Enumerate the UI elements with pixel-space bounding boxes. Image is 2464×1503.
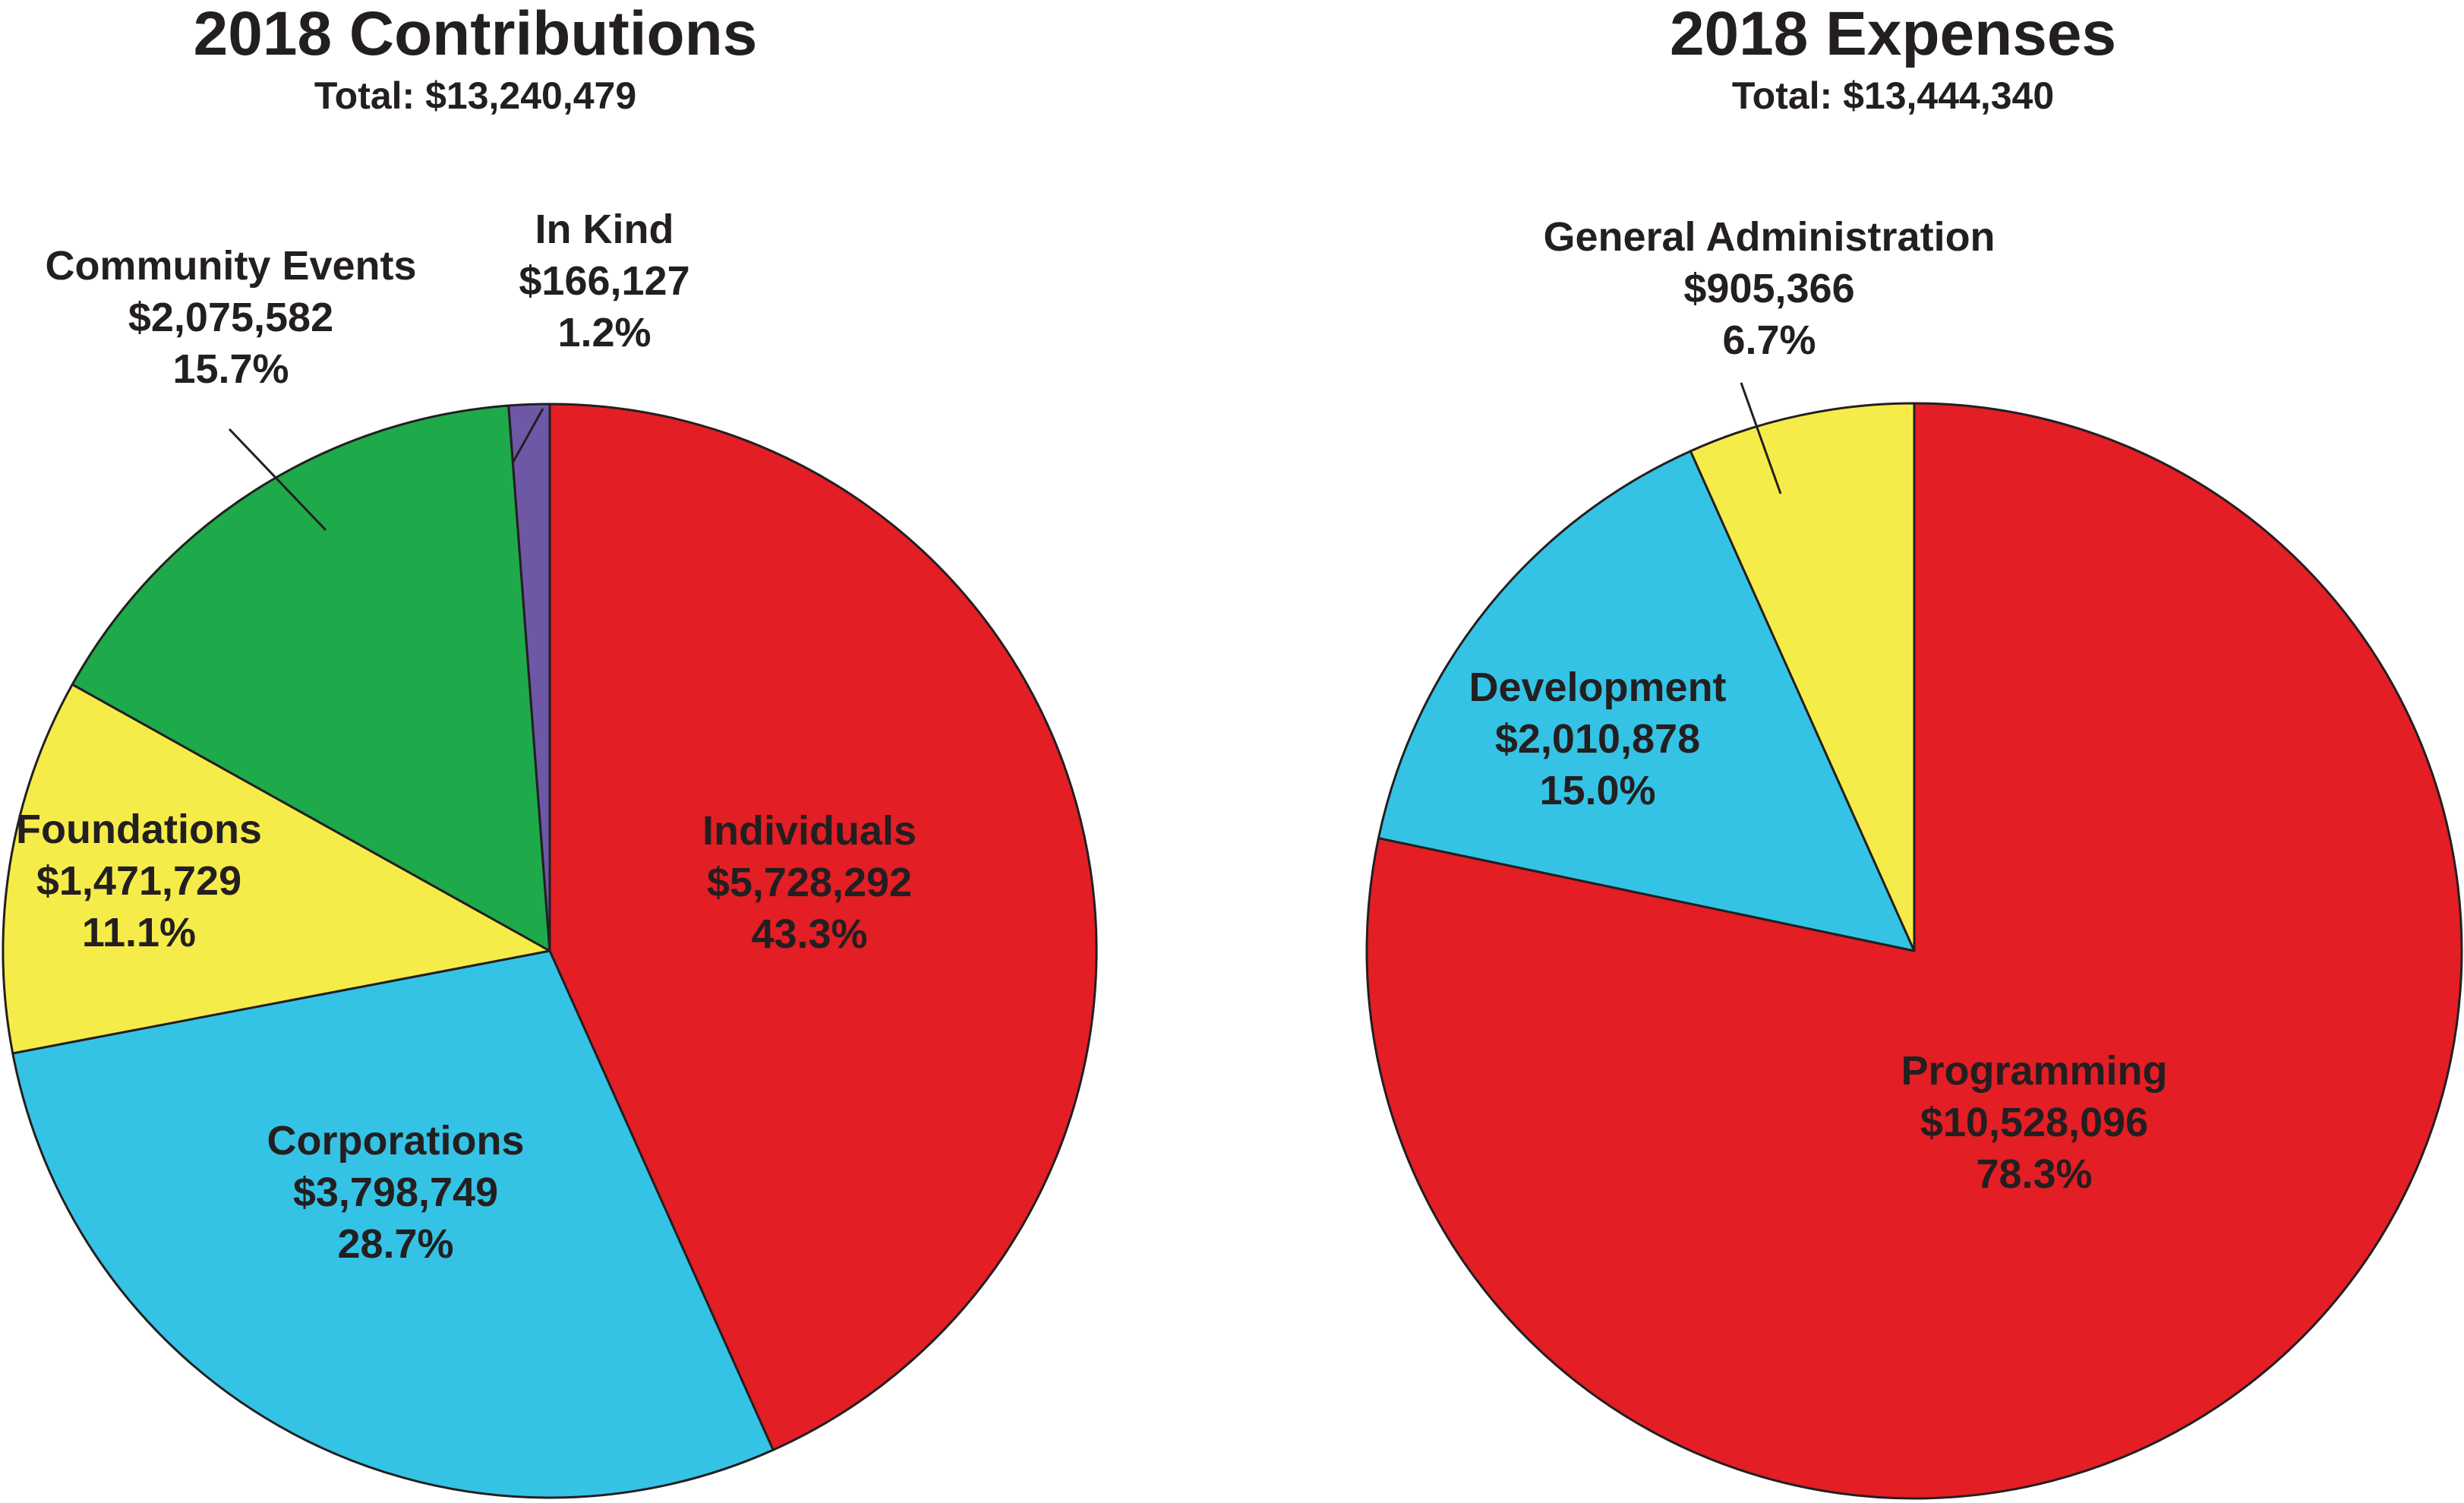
slice-label-programming: Programming $10,528,096 78.3% (1901, 1048, 2167, 1197)
expenses-slices (1365, 402, 2463, 1500)
contributions-total: Total: $13,240,479 (314, 74, 636, 117)
leader-line-community-events (228, 428, 327, 532)
slice-amount: $10,528,096 (1920, 1100, 2148, 1145)
slice-percent: 6.7% (1722, 317, 1816, 363)
slice-percent: 1.2% (557, 310, 651, 355)
pie-slice-foundations (2, 683, 551, 1055)
slice-percent: 78.3% (1976, 1151, 2092, 1197)
expenses-labels: Programming $10,528,096 78.3% Development $2… (1469, 214, 2167, 1197)
contributions-chart: 2018 Contributions Total: $13,240,479 In… (2, 0, 1098, 1499)
slice-label-development: Development $2,010,878 15.0% (1469, 665, 1726, 813)
leader-line-general-administration (1740, 382, 1782, 494)
slice-amount: $166,127 (519, 258, 689, 304)
slice-name: Foundations (16, 807, 262, 852)
slice-amount: $2,075,582 (128, 295, 333, 340)
slice-label-general-administration: General Administration $905,366 6.7% (1543, 214, 1995, 363)
slice-label-foundations: Foundations $1,471,729 11.1% (16, 807, 262, 955)
slice-name: Development (1469, 665, 1726, 710)
leader-line-in-kind (512, 408, 544, 463)
contributions-title: 2018 Contributions (194, 0, 758, 68)
slice-name: Community Events (45, 243, 416, 289)
slice-percent: 15.7% (172, 346, 289, 392)
contributions-slices (2, 403, 1098, 1499)
slice-amount: $905,366 (1683, 266, 1854, 311)
slice-name: General Administration (1543, 214, 1995, 260)
slice-percent: 15.0% (1539, 768, 1655, 813)
pie-slice-individuals (548, 403, 1098, 1451)
slice-label-corporations: Corporations $3,798,749 28.7% (267, 1118, 524, 1267)
pie-slice-development (1377, 450, 1916, 952)
pie-slice-in-kind (507, 403, 551, 952)
slice-amount: $3,798,749 (293, 1170, 498, 1215)
slice-percent: 28.7% (337, 1221, 453, 1267)
contributions-labels: Individuals $5,728,292 43.3% Corporations $3… (16, 207, 917, 1267)
expenses-title: 2018 Expenses (1670, 0, 2116, 68)
slice-amount: $1,471,729 (36, 858, 241, 904)
slice-name: In Kind (535, 207, 674, 252)
pie-slice-general-administration (1689, 402, 1916, 952)
slice-percent: 11.1% (82, 910, 196, 955)
pie-slice-corporations (11, 949, 775, 1499)
slice-label-individuals: Individuals $5,728,292 43.3% (702, 808, 917, 957)
slice-amount: $2,010,878 (1495, 716, 1700, 762)
expenses-chart: 2018 Expenses Total: $13,444,340 Program… (1365, 0, 2463, 1500)
slice-name: Programming (1901, 1048, 2167, 1094)
slice-label-in-kind: In Kind $166,127 1.2% (519, 207, 689, 355)
slice-name: Corporations (267, 1118, 524, 1164)
slice-amount: $5,728,292 (707, 860, 912, 905)
expenses-leader-lines (1740, 382, 1782, 494)
pie-slice-community-events (71, 404, 551, 952)
slice-percent: 43.3% (751, 911, 867, 957)
contributions-leader-lines (228, 408, 544, 532)
expenses-total: Total: $13,444,340 (1732, 74, 2054, 117)
slice-name: Individuals (702, 808, 917, 854)
slice-label-community-events: Community Events $2,075,582 15.7% (45, 243, 416, 392)
